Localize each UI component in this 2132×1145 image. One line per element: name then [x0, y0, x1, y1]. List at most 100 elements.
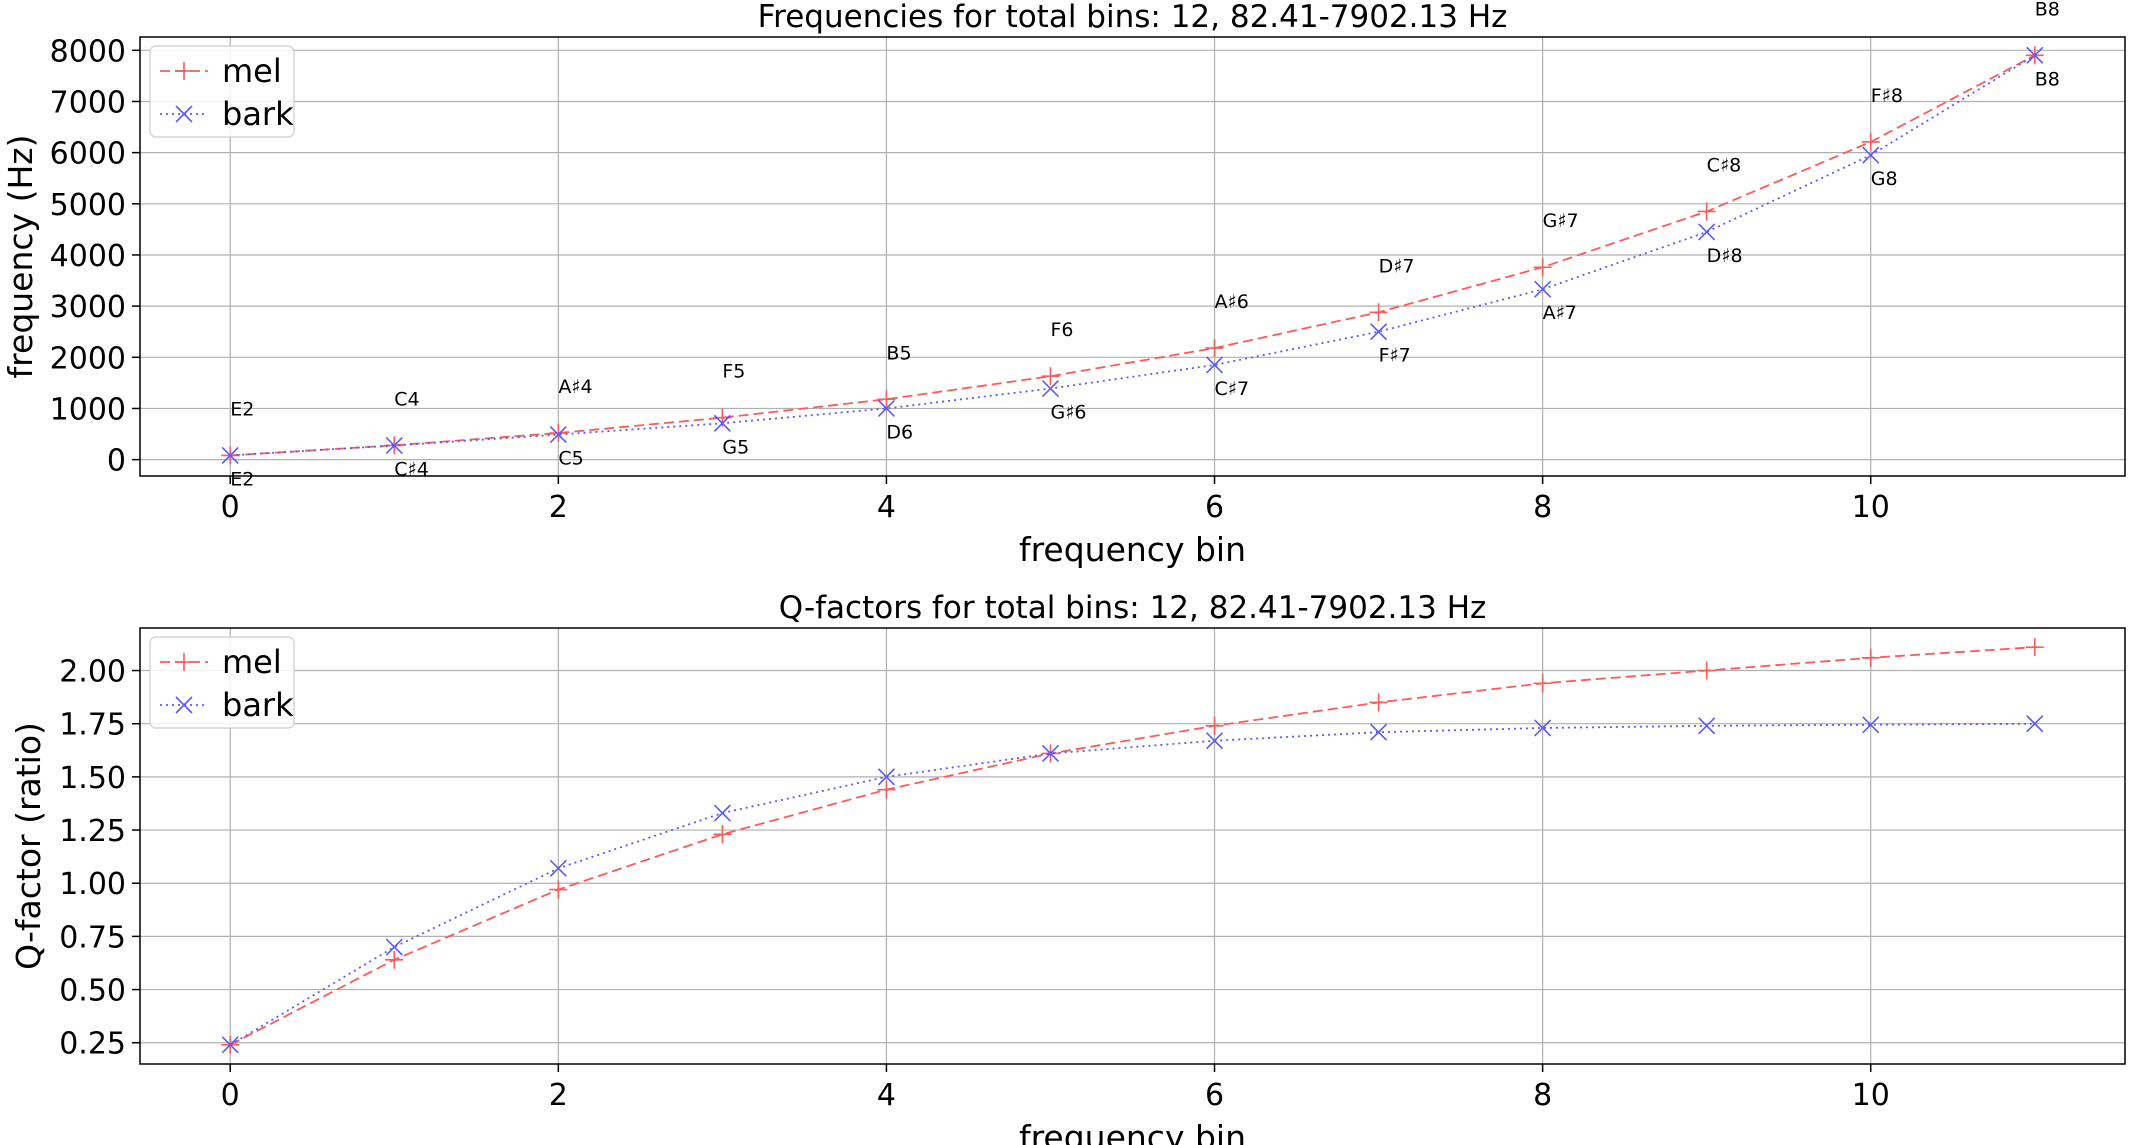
note-label-bark: F♯7: [1379, 345, 1411, 367]
note-label-mel: B8: [2035, 0, 2060, 20]
data-point-bark: [1862, 716, 1880, 734]
note-label-mel: C♯8: [1707, 154, 1742, 176]
data-point-bark: [549, 859, 567, 877]
data-point-mel: [1861, 132, 1880, 151]
data-point-mel: [1369, 693, 1388, 712]
legend-marker-bark: [175, 696, 193, 714]
series-line-mel: [230, 54, 2036, 457]
data-point-bark: [221, 1036, 239, 1054]
legend-label-mel: mel: [222, 52, 282, 90]
data-point-bark: [877, 399, 895, 418]
legend-marker-mel: [175, 653, 193, 671]
legend-marker-bark: [175, 105, 193, 123]
note-label-mel: F6: [1050, 319, 1073, 341]
note-label-bark: G♯6: [1050, 402, 1086, 424]
legend-marker-mel: [175, 62, 193, 80]
y-tick-label: 6000: [50, 137, 126, 172]
y-tick-label: 0.75: [59, 920, 126, 955]
x-tick-label: 10: [1852, 490, 1890, 525]
data-point-mel: [713, 825, 732, 844]
data-point-mel: [2025, 638, 2044, 657]
y-tick-label: 2000: [50, 341, 126, 376]
y-tick-label: 1.25: [59, 814, 126, 849]
data-point-mel: [877, 780, 896, 799]
data-point-bark: [713, 804, 731, 822]
series-line-bark: [229, 722, 2035, 1046]
note-label-mel: F♯8: [1871, 85, 1903, 107]
data-point-mel: [877, 390, 896, 409]
data-point-mel: [1369, 303, 1388, 322]
note-label-mel: F5: [722, 361, 745, 383]
y-axis-label: frequency (Hz): [1, 135, 40, 379]
note-label-bark: A♯7: [1543, 302, 1577, 324]
data-point-mel: [1697, 202, 1716, 221]
y-axis-label: Q-factor (ratio): [9, 722, 48, 970]
note-label-mel: G♯7: [1543, 210, 1579, 232]
data-point-bark: [877, 768, 895, 786]
data-point-mel: [1041, 367, 1060, 386]
data-point-bark: [1534, 280, 1552, 298]
data-point-bark: [1862, 146, 1880, 164]
data-point-bark: [1534, 719, 1552, 737]
x-tick-label: 10: [1852, 1078, 1890, 1113]
legend-label-mel: mel: [222, 643, 282, 681]
note-label-mel: C4: [394, 388, 419, 410]
note-label-bark: C5: [558, 448, 583, 470]
data-point-mel: [1861, 648, 1880, 667]
note-label-bark: C♯4: [394, 459, 429, 481]
note-label-bark: B8: [2035, 68, 2060, 90]
data-point-mel: [1533, 674, 1552, 693]
q-factor-chart: 0 2 4 6 8 10 0.25 0.50 0.75 1.00 1.25 1.50 1.75 2.00 Q…: [9, 590, 2126, 1145]
x-tick-label: 4: [877, 490, 896, 525]
y-tick-label: 4000: [50, 239, 126, 274]
data-point-bark: [1205, 732, 1224, 750]
x-axis-label: frequency bin: [1019, 530, 1246, 569]
frequency-chart: 0 2 4 6 8 10 0 1000 2000 3000 4000 5000 6000 7000 8000…: [1, 0, 2126, 569]
data-point-mel: [1205, 339, 1224, 358]
x-tick-label: 6: [1205, 490, 1224, 525]
series-line-bark: [230, 54, 2036, 457]
data-point-bark: [2026, 715, 2044, 733]
y-tick-label: 8000: [50, 34, 126, 69]
legend-label-bark: bark: [222, 95, 294, 133]
series-line-mel: [229, 646, 2035, 1046]
y-tick-label: 1.75: [59, 708, 126, 743]
y-tick-label: 5000: [50, 188, 126, 223]
data-point-bark: [1041, 744, 1060, 763]
note-label-mel: D♯7: [1379, 255, 1415, 277]
data-point-mel: [549, 880, 568, 899]
y-tick-label: 3000: [50, 290, 126, 325]
y-tick-label: 1.00: [59, 867, 126, 902]
note-label-bark: C♯7: [1215, 378, 1250, 400]
data-point-bark: [1698, 717, 1716, 735]
data-point-bark: [1041, 379, 1060, 398]
y-tick-label: 0.50: [59, 974, 126, 1009]
data-point-bark: [1205, 356, 1224, 374]
data-point-mel: [1697, 661, 1716, 680]
note-label-bark: G5: [722, 436, 749, 458]
data-point-mel: [1533, 258, 1552, 277]
data-point-bark: [221, 446, 239, 464]
legend-label-bark: bark: [222, 686, 294, 724]
data-point-mel: [1205, 716, 1224, 735]
y-tick-label: 0.25: [59, 1027, 126, 1062]
legend: mel bark: [149, 45, 295, 138]
data-point-bark: [385, 436, 403, 455]
data-point-bark: [549, 425, 567, 444]
y-tick-label: 1000: [50, 392, 126, 427]
note-label-bark: D6: [886, 421, 913, 443]
data-point-bark: [713, 414, 731, 432]
data-point-bark: [385, 938, 403, 956]
note-label-mel: A♯6: [1215, 291, 1249, 313]
x-axis-label: frequency bin: [1019, 1118, 1246, 1145]
x-tick-label: 2: [549, 1078, 568, 1113]
legend: mel bark: [149, 636, 295, 729]
data-point-mel: [549, 424, 568, 443]
note-label-mel: A♯4: [558, 376, 592, 398]
note-label-mel: E2: [230, 398, 254, 420]
y-tick-label: 2.00: [59, 655, 126, 690]
x-tick-label: 6: [1205, 1078, 1224, 1113]
data-point-bark: [1370, 323, 1388, 341]
data-point-bark: [2026, 46, 2044, 64]
